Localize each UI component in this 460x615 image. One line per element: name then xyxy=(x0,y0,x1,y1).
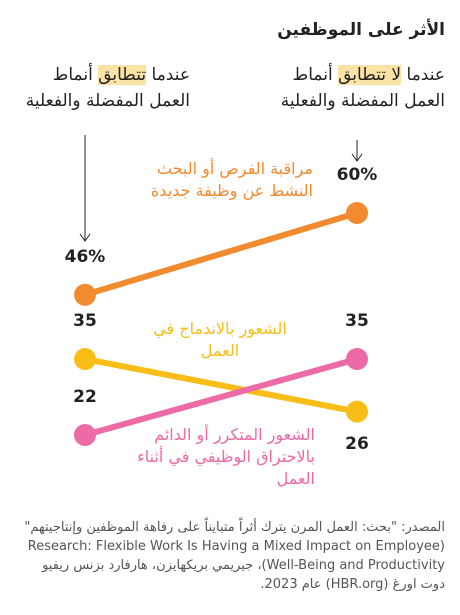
column-header: عندما لا تتطابق أنماط العمل المفضلة والف… xyxy=(265,62,445,114)
value-label: 35 xyxy=(73,311,97,332)
arrow-head xyxy=(351,153,363,162)
value-label: 22 xyxy=(73,387,97,407)
header-highlight: تتطابق xyxy=(98,65,147,85)
header-text: عندما xyxy=(146,65,191,85)
point xyxy=(346,202,368,224)
point xyxy=(346,348,368,371)
source: المصدر: "بحث: العمل المرن يترك أثراً متب… xyxy=(24,520,445,592)
header-text: أنماط العمل المفضلة والفعلية xyxy=(25,65,190,111)
value-label: 60% xyxy=(336,165,378,185)
arrow-head xyxy=(79,233,91,242)
value-label: 26 xyxy=(345,433,369,454)
point xyxy=(74,348,96,371)
column-header: عندما تتطابق أنماط العمل المفضلة والفعلي… xyxy=(10,62,190,114)
point xyxy=(74,424,96,446)
header-highlight: لا تتطابق xyxy=(338,65,402,85)
chart-title: الأثر على الموظفين xyxy=(277,20,445,40)
point xyxy=(74,283,96,306)
series-label: الشعور المتكرر أو الدائم بالاحتراق الوظي… xyxy=(137,425,315,488)
header-text: عندما xyxy=(401,65,446,85)
value-label: 35 xyxy=(345,311,369,332)
slope-line xyxy=(84,356,358,438)
header-text: أنماط العمل المفضلة والفعلية xyxy=(280,65,445,111)
point xyxy=(346,400,368,423)
slope-line xyxy=(84,356,358,415)
value-label: 46% xyxy=(64,246,106,267)
series-label: مراقبة الفرص أو البحث النشط عن وظيفة جدي… xyxy=(150,159,313,200)
series-label: الشعور بالاندماج في العمل xyxy=(153,319,287,360)
slope-line xyxy=(84,210,358,298)
